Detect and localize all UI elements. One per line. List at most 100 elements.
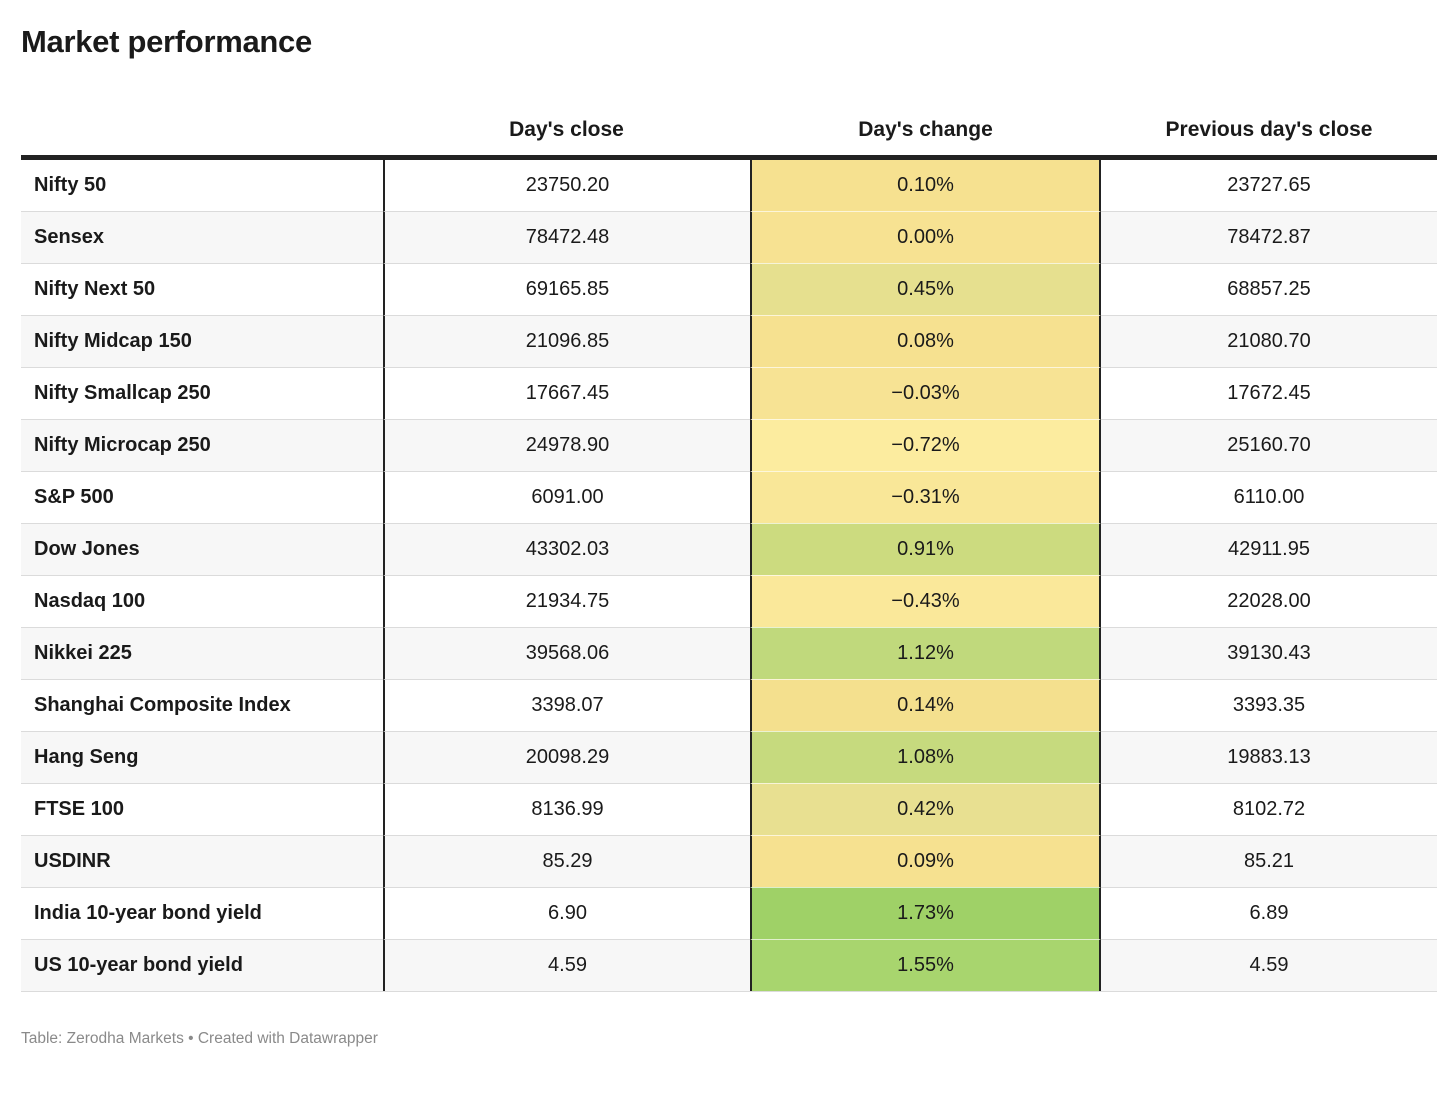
row-label: US 10-year bond yield [21,939,383,991]
prev-close-value: 19883.13 [1101,731,1437,783]
column-header-days-close: Day's close [509,118,624,141]
table-row: Hang Seng 20098.29 1.08% 19883.13 [21,731,1437,783]
table-row: Shanghai Composite Index 3398.07 0.14% 3… [21,679,1437,731]
row-label-text: Nikkei 225 [34,642,132,664]
row-label: Dow Jones [21,523,383,575]
days-close-value: 78472.48 [383,211,750,263]
prev-close-value: 6.89 [1101,887,1437,939]
row-label: Shanghai Composite Index [21,679,383,731]
table-row: Sensex 78472.48 0.00% 78472.87 [21,211,1437,263]
days-change-value: 1.08% [750,731,1101,783]
days-change-value: 0.14% [750,679,1101,731]
row-label: Nifty 50 [21,160,383,211]
prev-close-value: 17672.45 [1101,367,1437,419]
prev-close-value: 25160.70 [1101,419,1437,471]
row-label: Nasdaq 100 [21,575,383,627]
table-row: Nifty Microcap 250 24978.90 −0.72% 25160… [21,419,1437,471]
days-change-value: 0.91% [750,523,1101,575]
table-row: FTSE 100 8136.99 0.42% 8102.72 [21,783,1437,835]
prev-close-value: 68857.25 [1101,263,1437,315]
row-label: Nifty Midcap 150 [21,315,383,367]
column-header-previous-days-close: Previous day's close [1165,118,1373,141]
row-label-text: USDINR [34,850,111,872]
days-change-value: 1.12% [750,627,1101,679]
days-close-value: 20098.29 [383,731,750,783]
row-label: Nikkei 225 [21,627,383,679]
row-label: Nifty Next 50 [21,263,383,315]
prev-close-value: 78472.87 [1101,211,1437,263]
table-row: Nifty 50 23750.20 0.10% 23727.65 [21,160,1437,211]
row-label-text: US 10-year bond yield [34,954,243,976]
row-label: India 10-year bond yield [21,887,383,939]
prev-close-value: 4.59 [1101,939,1437,991]
table-row: S&P 500 6091.00 −0.31% 6110.00 [21,471,1437,523]
table-row: USDINR 85.29 0.09% 85.21 [21,835,1437,887]
days-change-value: −0.31% [750,471,1101,523]
row-label-text: Nifty 50 [34,174,107,196]
row-label-text: Nifty Next 50 [34,278,156,300]
days-change-value: 0.10% [750,160,1101,211]
row-label: FTSE 100 [21,783,383,835]
row-label-text: India 10-year bond yield [34,902,262,924]
table-row: Nifty Next 50 69165.85 0.45% 68857.25 [21,263,1437,315]
days-change-value: 0.45% [750,263,1101,315]
days-close-value: 4.59 [383,939,750,991]
table-row: US 10-year bond yield 4.59 1.55% 4.59 [21,939,1437,991]
days-close-value: 21096.85 [383,315,750,367]
row-label-text: Dow Jones [34,538,140,560]
days-close-value: 17667.45 [383,367,750,419]
row-label-text: Nifty Microcap 250 [34,434,211,456]
days-close-value: 8136.99 [383,783,750,835]
days-close-value: 24978.90 [383,419,750,471]
days-change-value: −0.03% [750,367,1101,419]
prev-close-value: 23727.65 [1227,174,1311,196]
column-header-days-change: Day's change [858,118,993,141]
days-change-value: −0.72% [750,419,1101,471]
prev-close-value: 6110.00 [1101,471,1437,523]
row-label: S&P 500 [21,471,383,523]
row-label: Hang Seng [21,731,383,783]
row-label-text: FTSE 100 [34,798,125,820]
days-close-value: 21934.75 [383,575,750,627]
prev-close-value: 3393.35 [1101,679,1437,731]
table-row: Nifty Midcap 150 21096.85 0.08% 21080.70 [21,315,1437,367]
table-row: Nifty Smallcap 250 17667.45 −0.03% 17672… [21,367,1437,419]
market-performance-table: Nifty 50 23750.20 0.10% 23727.65 Sensex … [21,155,1437,992]
table-row: Dow Jones 43302.03 0.91% 42911.95 [21,523,1437,575]
row-label-text: Nifty Smallcap 250 [34,382,211,404]
page-title: Market performance [21,24,312,59]
prev-close-value: 85.21 [1101,835,1437,887]
days-change-value: 1.73% [750,887,1101,939]
table-header: Day's close Day's change Previous day's … [21,118,1437,155]
row-label: USDINR [21,835,383,887]
days-change-value: 0.42% [750,783,1101,835]
days-change-value: 1.55% [750,939,1101,991]
table-row: Nasdaq 100 21934.75 −0.43% 22028.00 [21,575,1437,627]
days-close-value: 3398.07 [383,679,750,731]
days-change-value: 0.00% [750,211,1101,263]
prev-close-value: 21080.70 [1101,315,1437,367]
days-close-value: 43302.03 [383,523,750,575]
days-close-value: 85.29 [383,835,750,887]
row-label-text: S&P 500 [34,486,114,508]
days-close-value: 69165.85 [383,263,750,315]
days-close-value: 39568.06 [383,627,750,679]
prev-close-value: 8102.72 [1101,783,1437,835]
prev-close-value: 22028.00 [1101,575,1437,627]
row-label-text: Sensex [34,226,105,248]
table-row: Nikkei 225 39568.06 1.12% 39130.43 [21,627,1437,679]
row-label-text: Nasdaq 100 [34,590,146,612]
row-label: Nifty Smallcap 250 [21,367,383,419]
row-label-text: Nifty Midcap 150 [34,330,192,352]
days-close-value: 6.90 [383,887,750,939]
table-row: India 10-year bond yield 6.90 1.73% 6.89 [21,887,1437,939]
days-change-value: 0.09% [750,835,1101,887]
row-label-text: Hang Seng [34,746,139,768]
row-label: Sensex [21,211,383,263]
days-change-value: 0.08% [750,315,1101,367]
days-close-value: 6091.00 [383,471,750,523]
days-close-value: 23750.20 [383,160,750,211]
prev-close-value: 39130.43 [1101,627,1437,679]
prev-close-value: 42911.95 [1101,523,1437,575]
